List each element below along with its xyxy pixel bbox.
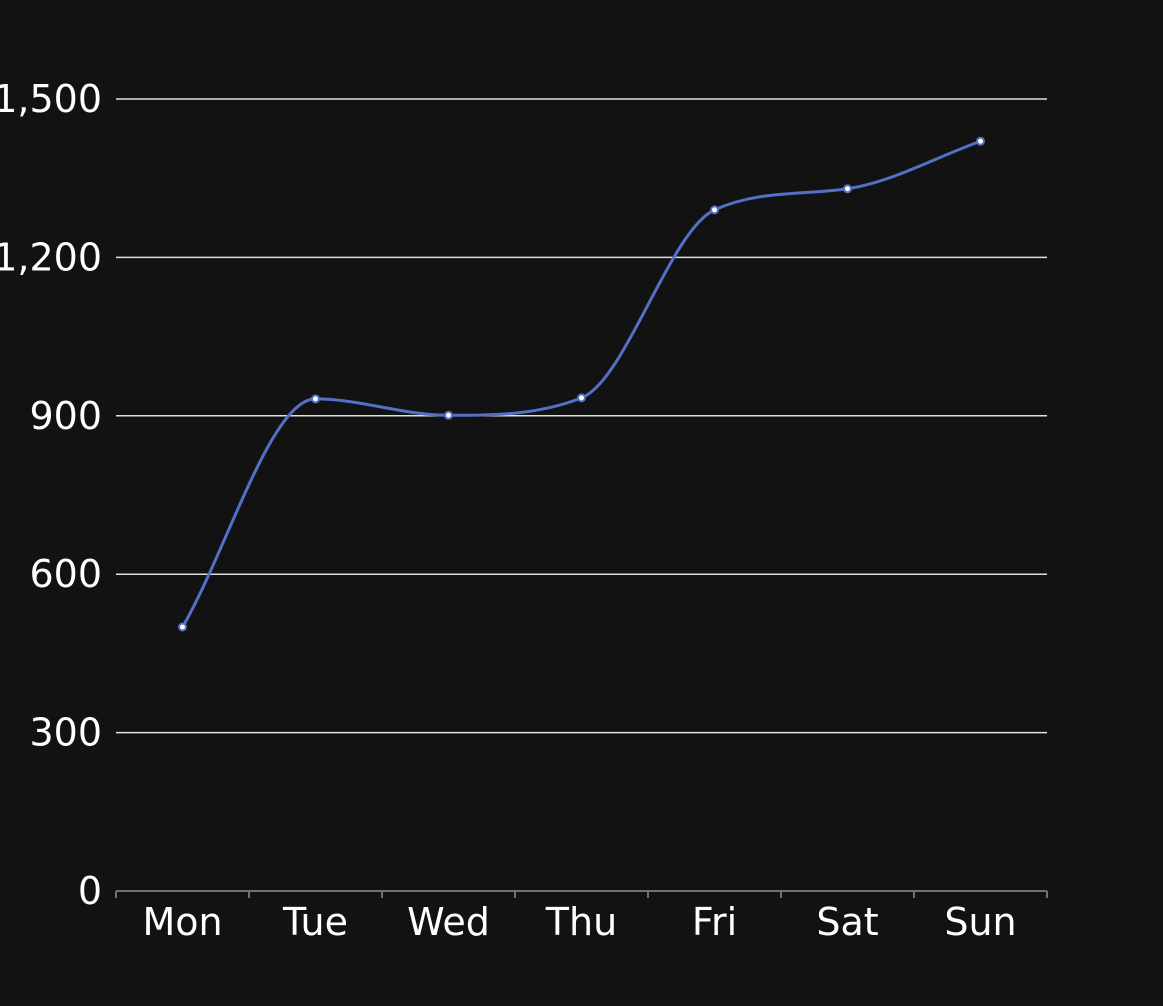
x-tick-label: Thu <box>545 900 617 944</box>
y-tick-label: 1,500 <box>0 77 102 121</box>
y-axis-labels: 0 300 600 900 1,200 1,500 <box>0 77 102 913</box>
y-tick-label: 600 <box>29 552 102 596</box>
gridlines <box>116 98 1047 734</box>
x-tick-label: Sat <box>816 900 878 944</box>
data-point[interactable] <box>178 622 187 632</box>
x-tick-label: Wed <box>407 900 490 944</box>
data-point[interactable] <box>710 205 719 215</box>
x-tick-label: Tue <box>282 900 348 944</box>
y-tick-label: 0 <box>78 869 102 913</box>
x-tick-label: Sun <box>944 900 1016 944</box>
x-tick-label: Fri <box>692 900 737 944</box>
y-tick-label: 900 <box>29 394 102 438</box>
data-point[interactable] <box>444 410 453 420</box>
x-axis <box>115 890 1048 898</box>
x-axis-labels: Mon Tue Wed Thu Fri Sat Sun <box>142 900 1016 944</box>
data-point[interactable] <box>976 136 985 146</box>
x-tick-label: Mon <box>142 900 222 944</box>
series-line <box>181 139 982 628</box>
y-tick-label: 1,200 <box>0 235 102 279</box>
data-point[interactable] <box>843 184 852 194</box>
y-tick-label: 300 <box>29 711 102 755</box>
series-layer <box>178 136 985 632</box>
data-point[interactable] <box>311 394 320 404</box>
data-point[interactable] <box>577 393 586 403</box>
